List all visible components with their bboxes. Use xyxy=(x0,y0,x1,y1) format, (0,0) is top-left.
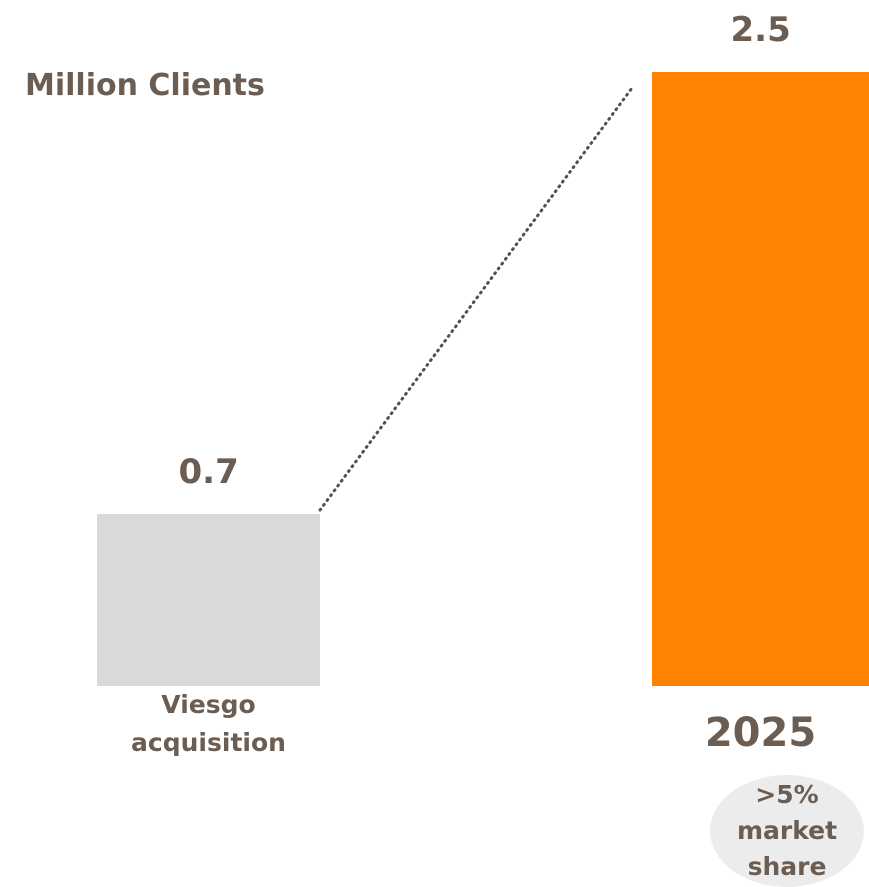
value-label: 2.5 xyxy=(730,10,791,50)
bar xyxy=(652,72,869,686)
x-tick-label: Viesgo acquisition xyxy=(131,690,286,757)
annotation: >5% market share xyxy=(710,775,864,887)
axis-label: Million Clients xyxy=(25,68,265,103)
x-tick-label: 2025 xyxy=(704,710,817,756)
bar xyxy=(97,514,320,686)
connector xyxy=(318,86,634,512)
value-label: 0.7 xyxy=(178,452,239,493)
